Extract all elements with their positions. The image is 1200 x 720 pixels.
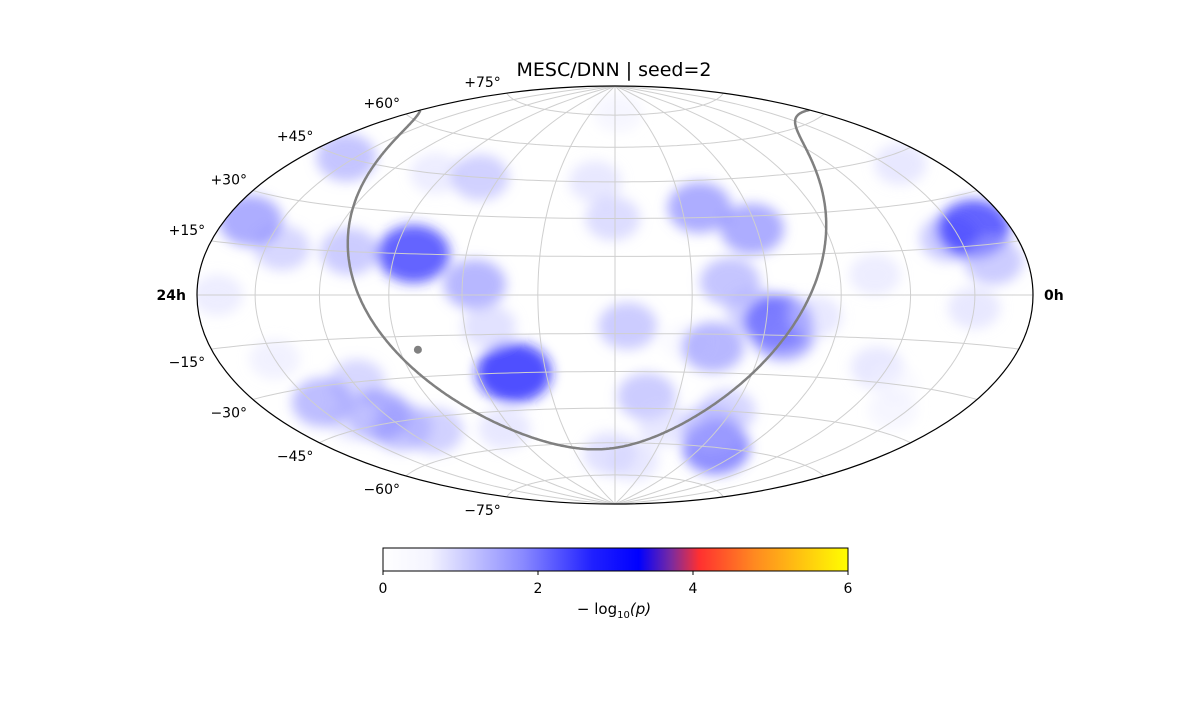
heat-hotspot [720,203,785,255]
coordinate-grid [197,86,1033,504]
galactic-center-marker [413,345,422,354]
parallel-line [405,113,825,148]
chart-title: MESC/DNN | seed=2 [516,59,711,81]
ra-label-left: 24h [157,288,186,304]
heat-hotspot [849,254,901,296]
dec-tick-label: −30° [210,406,247,422]
declination-tick-labels: +75° +60° +45° +30° +15° −15° −30° −45° −60° −75° [169,75,501,519]
colorbar-tick-label: 4 [689,581,698,597]
dec-tick-label: −75° [464,503,501,519]
galactic-plane-segment [418,108,828,451]
colorbar-label-suffix: (p) [630,600,651,618]
colorbar-tick-label: 2 [534,581,543,597]
heat-hotspot [868,390,918,430]
dec-tick-label: −60° [363,482,400,498]
parallel-line [319,146,911,183]
parallel-line [252,371,978,400]
colorbar-tick-label: 0 [379,581,388,597]
parallel-line [506,92,724,116]
sky-boundary [196,85,1034,505]
heat-hotspot [874,143,927,186]
parallel-line [506,474,724,498]
heatmap-layer [197,93,1023,482]
heat-hotspot [443,259,507,310]
dec-tick-label: −15° [169,355,206,371]
galactic-plane-curve [346,108,828,451]
heat-hotspot [218,195,283,247]
heat-hotspot [291,377,354,427]
colorbar-label: − log10(p) [577,600,651,621]
colorbar-label-prefix: − log [577,600,617,618]
heat-hotspot [462,305,517,349]
dec-tick-label: −45° [277,449,314,465]
colorbar-ticks: 0 2 4 6 [379,571,853,597]
heat-hotspot [593,93,643,133]
dec-tick-label: +45° [277,129,314,145]
parallel-line [211,333,1019,350]
heat-hotspot [478,407,531,450]
dec-tick-label: +75° [464,75,501,91]
heat-hotspot [789,295,842,338]
colorbar-label-subscript: 10 [617,610,630,621]
colorbar-tick-label: 6 [844,581,853,597]
heat-hotspot [667,182,732,233]
dec-tick-label: +15° [169,223,206,239]
heat-hotspot [964,237,1023,285]
parallel-line [211,240,1019,257]
parallel-line [319,407,911,444]
ra-label-right: 0h [1044,288,1064,304]
heat-hotspot [638,404,691,447]
heat-hotspot [598,302,658,350]
heat-hotspot [606,439,659,482]
parallel-line [405,442,825,477]
dec-tick-label: +60° [363,96,400,112]
galactic-plane-segment [346,109,422,375]
colorbar [382,547,849,572]
dec-tick-label: +30° [210,173,247,189]
